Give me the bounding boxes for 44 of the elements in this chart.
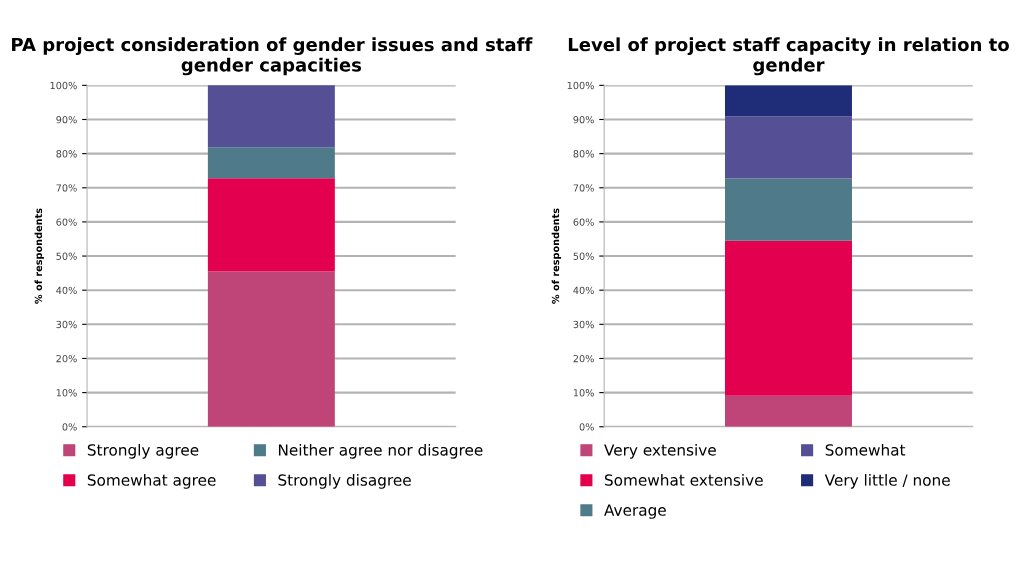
- y-tick-label: 60%: [573, 218, 594, 226]
- y-tick-label: 80%: [573, 150, 594, 158]
- legend-label: Somewhat extensive: [604, 473, 763, 486]
- y-tick-label: 70%: [573, 184, 594, 192]
- y-tick-label: 60%: [56, 218, 77, 226]
- legend-label: Somewhat: [825, 443, 906, 456]
- chart-title: Level of project staff capacity in relation to gender: [568, 37, 1009, 76]
- y-tick-label: 30%: [573, 320, 594, 329]
- y-tick-label: 0%: [62, 423, 77, 431]
- y-tick-label: 50%: [573, 252, 594, 260]
- y-axis-title: % of respondents: [551, 208, 562, 304]
- y-tick-label: 90%: [573, 115, 594, 124]
- bar: [724, 178, 852, 241]
- y-tick-label: 80%: [56, 150, 77, 158]
- y-tick-label: 20%: [56, 354, 77, 363]
- legend-label: Average: [604, 504, 666, 519]
- legend-label: Strongly disagree: [278, 473, 411, 489]
- y-tick-label: 40%: [56, 286, 77, 295]
- legend-label: Somewhat agree: [87, 473, 216, 489]
- bar: [724, 240, 852, 396]
- y-tick-label: 30%: [56, 320, 77, 329]
- legend-label: Strongly agree: [87, 443, 199, 459]
- bar: [207, 178, 335, 272]
- y-tick-label: 10%: [56, 389, 77, 397]
- y-tick-label: 100%: [567, 81, 594, 90]
- y-tick-label: 50%: [56, 252, 77, 260]
- y-tick-label: 20%: [573, 354, 594, 363]
- legend-label: Very extensive: [604, 443, 716, 459]
- y-tick-label: 100%: [50, 81, 77, 90]
- bar: [724, 395, 852, 427]
- bar: [207, 147, 335, 179]
- y-tick-label: 0%: [579, 423, 594, 431]
- y-tick-label: 90%: [56, 115, 77, 124]
- chart-title: PA project consideration of gender issues and staff gender capacities: [12, 37, 533, 76]
- bar: [207, 271, 335, 427]
- y-tick-label: 70%: [56, 184, 77, 192]
- legend-label: Neither agree nor disagree: [278, 443, 483, 459]
- y-tick-label: 10%: [573, 389, 594, 397]
- legend-label: Very little / none: [824, 473, 950, 489]
- y-tick-label: 40%: [573, 286, 594, 295]
- bar: [724, 85, 852, 117]
- y-axis-title: % of respondents: [34, 208, 44, 304]
- bar: [207, 85, 335, 148]
- bar: [724, 116, 852, 179]
